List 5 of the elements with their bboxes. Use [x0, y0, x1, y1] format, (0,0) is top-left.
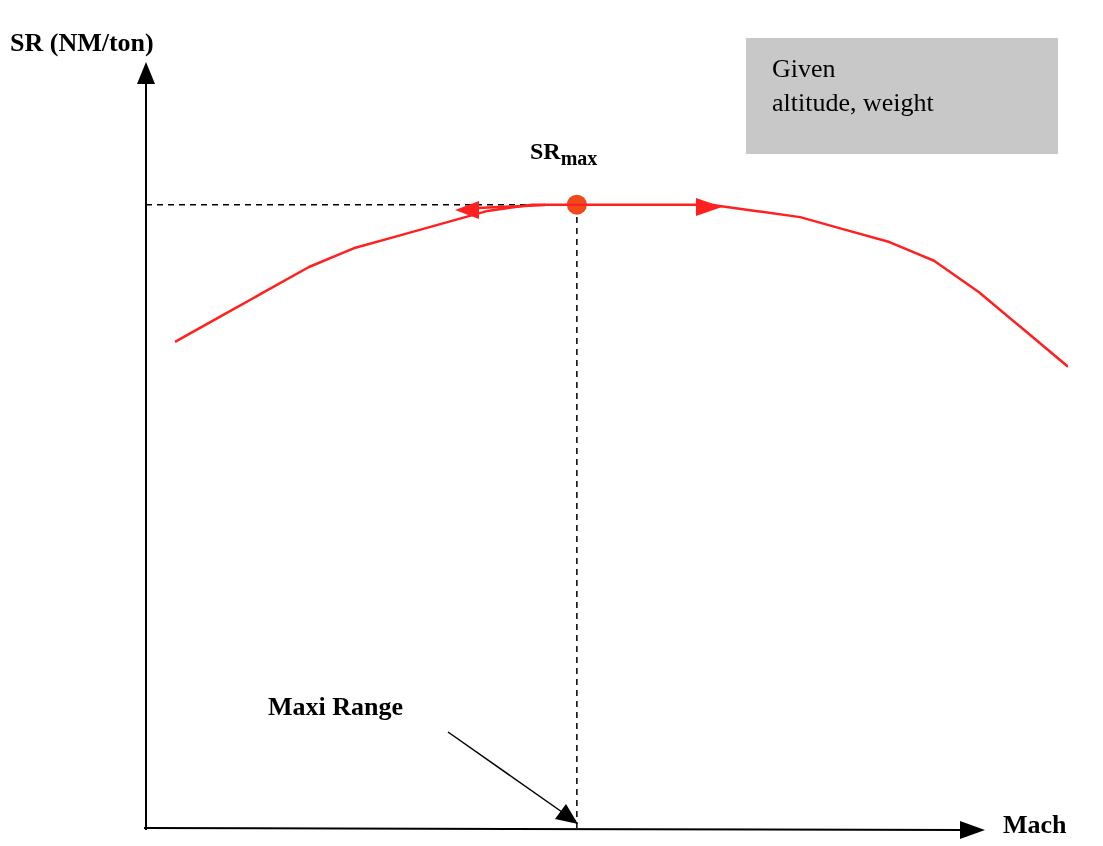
x-axis-title: Mach: [1003, 810, 1067, 839]
annotation: SR$_{max}$: [530, 138, 598, 169]
text: Given altitude, weight: [772, 54, 934, 117]
text: SR (NM/ton): [10, 28, 154, 57]
annotation: Maxi Range: [268, 692, 404, 721]
